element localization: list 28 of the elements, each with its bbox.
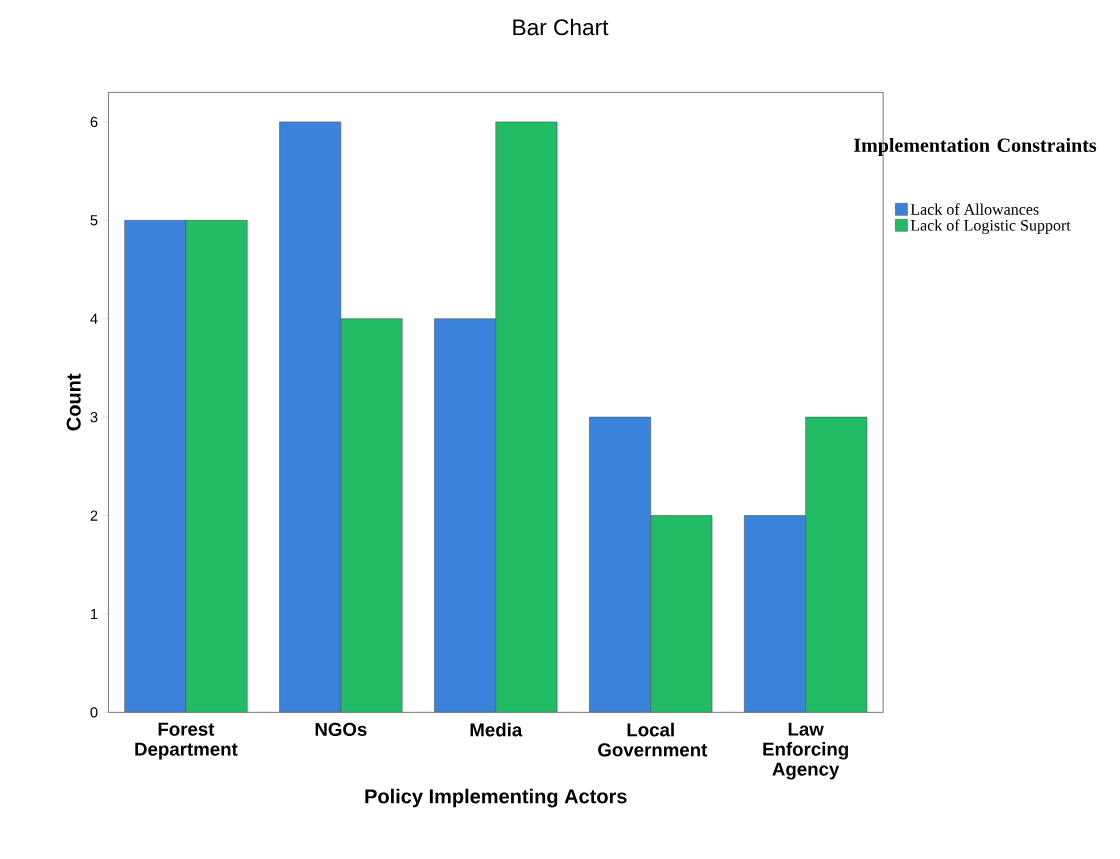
- legend-title: Implementation Constraints: [854, 137, 1097, 157]
- x-axis-title: Policy Implementing Actors: [365, 788, 627, 808]
- chart-title: Bar Chart: [513, 18, 609, 36]
- legend-label: Lack of Logistic Support: [910, 219, 1071, 235]
- y-axis-title: Count: [66, 373, 81, 431]
- bar: [340, 318, 403, 713]
- bar: [124, 220, 186, 713]
- y-tick-label: 3: [90, 411, 98, 423]
- bar: [650, 515, 713, 713]
- y-tick-label: 0: [90, 707, 98, 718]
- bar: [495, 121, 558, 713]
- x-tick-label: Law Enforcing Agency: [763, 722, 848, 780]
- x-tick-label: NGOs: [315, 722, 367, 736]
- y-tick-label: 6: [90, 116, 98, 128]
- bar: [744, 515, 806, 713]
- bar: [185, 220, 248, 713]
- bar: [434, 318, 496, 713]
- bar: [805, 416, 868, 713]
- bar: [279, 121, 341, 713]
- y-tick-label: 2: [90, 510, 98, 521]
- x-tick-label: Media: [470, 722, 523, 737]
- y-tick-label: 5: [90, 215, 98, 226]
- legend-label: Lack of Allowances: [910, 203, 1039, 215]
- bar: [589, 417, 651, 713]
- x-tick-label: Local Government: [598, 722, 708, 757]
- y-tick-label: 4: [90, 313, 98, 324]
- y-tick-label: 1: [91, 608, 98, 619]
- x-tick-label: Forest Department: [135, 722, 238, 760]
